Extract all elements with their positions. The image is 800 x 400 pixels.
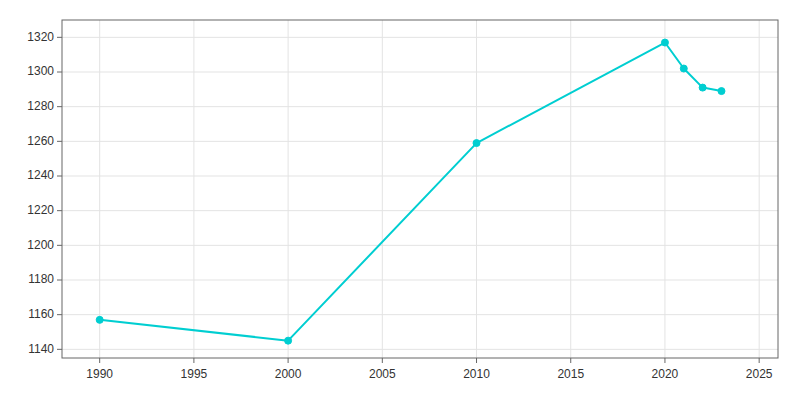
marker xyxy=(699,84,706,91)
y-grid-line xyxy=(62,72,778,73)
marker xyxy=(473,140,480,147)
grid xyxy=(62,20,778,358)
x-tick xyxy=(570,358,571,363)
marker xyxy=(680,65,687,72)
plot-frame xyxy=(62,20,778,358)
y-tick xyxy=(57,280,62,281)
x-tick-label: 2015 xyxy=(557,367,584,381)
x-tick xyxy=(288,358,289,363)
x-grid-line xyxy=(664,20,665,358)
y-grid-line xyxy=(62,176,778,177)
y-tick xyxy=(57,141,62,142)
y-tick-label: 1260 xyxy=(27,134,54,148)
x-tick xyxy=(382,358,383,363)
y-tick-label: 1300 xyxy=(27,64,54,78)
marker xyxy=(96,316,103,323)
y-tick xyxy=(57,72,62,73)
y-grid-line xyxy=(62,141,778,142)
y-tick-label: 1160 xyxy=(28,307,54,321)
y-grid-line xyxy=(62,245,778,246)
y-tick xyxy=(57,314,62,315)
x-tick xyxy=(193,358,194,363)
x-grid-line xyxy=(759,20,760,358)
y-tick-label: 1280 xyxy=(27,99,54,113)
x-grid-line xyxy=(382,20,383,358)
series xyxy=(96,39,725,344)
y-tick-label: 1180 xyxy=(28,272,54,286)
marker xyxy=(718,88,725,95)
x-grid-line xyxy=(193,20,194,358)
x-tick xyxy=(759,358,760,363)
x-tick-label: 2005 xyxy=(369,367,396,381)
axes: 1140 1160 1180 1200 1220 1240 1260 1280 1300 1320… xyxy=(27,20,778,381)
x-tick xyxy=(664,358,665,363)
marker xyxy=(661,39,668,46)
y-tick-label: 1320 xyxy=(27,30,54,44)
y-tick xyxy=(57,349,62,350)
y-tick xyxy=(57,176,62,177)
x-tick-label: 2020 xyxy=(652,367,679,381)
x-tick-label: 2000 xyxy=(275,367,302,381)
x-tick-label: 1990 xyxy=(86,367,113,381)
y-tick xyxy=(57,245,62,246)
x-grid-line xyxy=(476,20,477,358)
y-grid-line xyxy=(62,210,778,211)
chart: 1140 1160 1180 1200 1220 1240 1260 1280 1300 1320… xyxy=(0,0,800,400)
y-grid-line xyxy=(62,349,778,350)
x-tick xyxy=(99,358,100,363)
x-grid-line xyxy=(288,20,289,358)
x-tick-label: 2010 xyxy=(463,367,490,381)
y-grid-line xyxy=(62,314,778,315)
y-tick-label: 1240 xyxy=(27,168,54,182)
x-tick-label: 1995 xyxy=(181,367,208,381)
y-tick xyxy=(57,37,62,38)
x-grid-line xyxy=(570,20,571,358)
y-tick xyxy=(57,210,62,211)
y-grid-line xyxy=(62,280,778,281)
y-grid-line xyxy=(62,106,778,107)
y-tick-label: 1200 xyxy=(27,238,54,252)
x-grid-line xyxy=(99,20,100,358)
y-tick-label: 1220 xyxy=(27,203,54,217)
line xyxy=(100,43,722,341)
y-grid-line xyxy=(62,37,778,38)
y-tick xyxy=(57,106,62,107)
x-tick xyxy=(476,358,477,363)
plot-area xyxy=(62,20,778,358)
marker xyxy=(285,337,292,344)
y-tick-label: 1140 xyxy=(28,342,54,356)
x-tick-label: 2025 xyxy=(746,367,773,381)
